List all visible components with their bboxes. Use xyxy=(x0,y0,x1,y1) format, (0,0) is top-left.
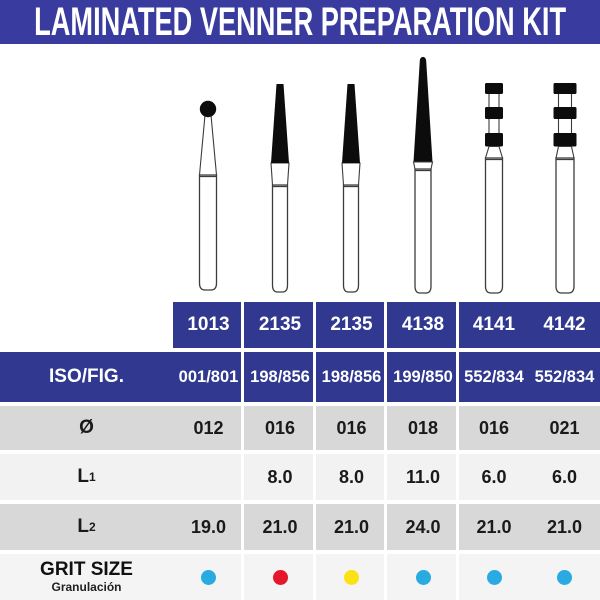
round-end-taper-long-bur-icon xyxy=(412,56,434,294)
diameter-value: 016 xyxy=(336,417,367,438)
diameter-value: 016 xyxy=(478,417,510,438)
model-4141: 4141 xyxy=(472,314,516,335)
grit-dot-red xyxy=(272,569,288,585)
iso-fig-row: ISO/FIG. 001/801 198/856 198/856 199/850… xyxy=(0,352,600,402)
l1-value: 11.0 xyxy=(405,466,441,487)
grit-size-row: GRIT SIZE Granulación xyxy=(0,554,600,600)
diameter-label: Ø xyxy=(79,417,94,438)
model-4142: 4142 xyxy=(543,314,586,335)
grit-dot-blue xyxy=(486,569,502,585)
grit-dot-blue xyxy=(557,569,572,585)
grit-size-label: GRIT SIZE Granulación xyxy=(40,559,133,595)
iso-value: 552/834 xyxy=(464,367,524,386)
diameter-value: 021 xyxy=(549,417,580,438)
l1-value: 6.0 xyxy=(481,466,507,487)
model-2135-a: 2135 xyxy=(258,314,302,335)
l1-value: 6.0 xyxy=(551,466,578,487)
iso-value: 552/834 xyxy=(534,367,595,386)
l2-value: 21.0 xyxy=(262,516,298,537)
iso-value: 198/856 xyxy=(250,367,310,386)
flat-end-taper-bur-icon xyxy=(341,84,361,293)
diameter-row: Ø 012 016 016 018 016 021 xyxy=(0,406,600,450)
iso-value: 198/856 xyxy=(321,367,382,386)
depth-marker-bur-icon xyxy=(484,83,504,294)
iso-value: 001/801 xyxy=(178,367,239,386)
iso-value: 199/850 xyxy=(393,367,453,386)
grit-dot-blue xyxy=(415,569,431,585)
l1-value xyxy=(173,454,244,500)
diameter-value: 016 xyxy=(264,417,296,438)
l1-value: 8.0 xyxy=(338,466,365,487)
model-1013: 1013 xyxy=(187,314,230,335)
l1-value: 8.0 xyxy=(267,466,293,487)
l2-value: 24.0 xyxy=(405,516,441,537)
diameter-value: 018 xyxy=(407,417,439,438)
round-ball-bur-icon xyxy=(198,100,218,291)
column-divider xyxy=(241,302,244,600)
l2-value: 21.0 xyxy=(476,516,512,537)
page-title: LAMINATED VENNER PREPARATION KIT xyxy=(34,0,566,44)
depth-marker-bur-wide-icon xyxy=(553,83,577,294)
column-divider xyxy=(456,302,459,600)
column-divider xyxy=(384,302,387,600)
column-divider xyxy=(313,302,316,600)
grit-dot-blue xyxy=(201,569,216,585)
diameter-value: 012 xyxy=(193,417,224,438)
l2-value: 21.0 xyxy=(333,516,370,537)
model-number-row: 1013 2135 2135 4138 4141 4142 xyxy=(0,302,600,348)
grit-dot-yellow xyxy=(344,569,359,585)
flat-end-taper-bur-icon xyxy=(270,84,290,293)
l2-value: 19.0 xyxy=(190,516,227,537)
l2-value: 21.0 xyxy=(546,516,583,537)
title-banner: LAMINATED VENNER PREPARATION KIT xyxy=(0,0,600,44)
model-2135-b: 2135 xyxy=(330,314,373,335)
model-4138: 4138 xyxy=(401,314,445,335)
grit-size-sublabel: Granulación xyxy=(51,580,122,594)
iso-fig-label: ISO/FIG. xyxy=(49,366,124,387)
